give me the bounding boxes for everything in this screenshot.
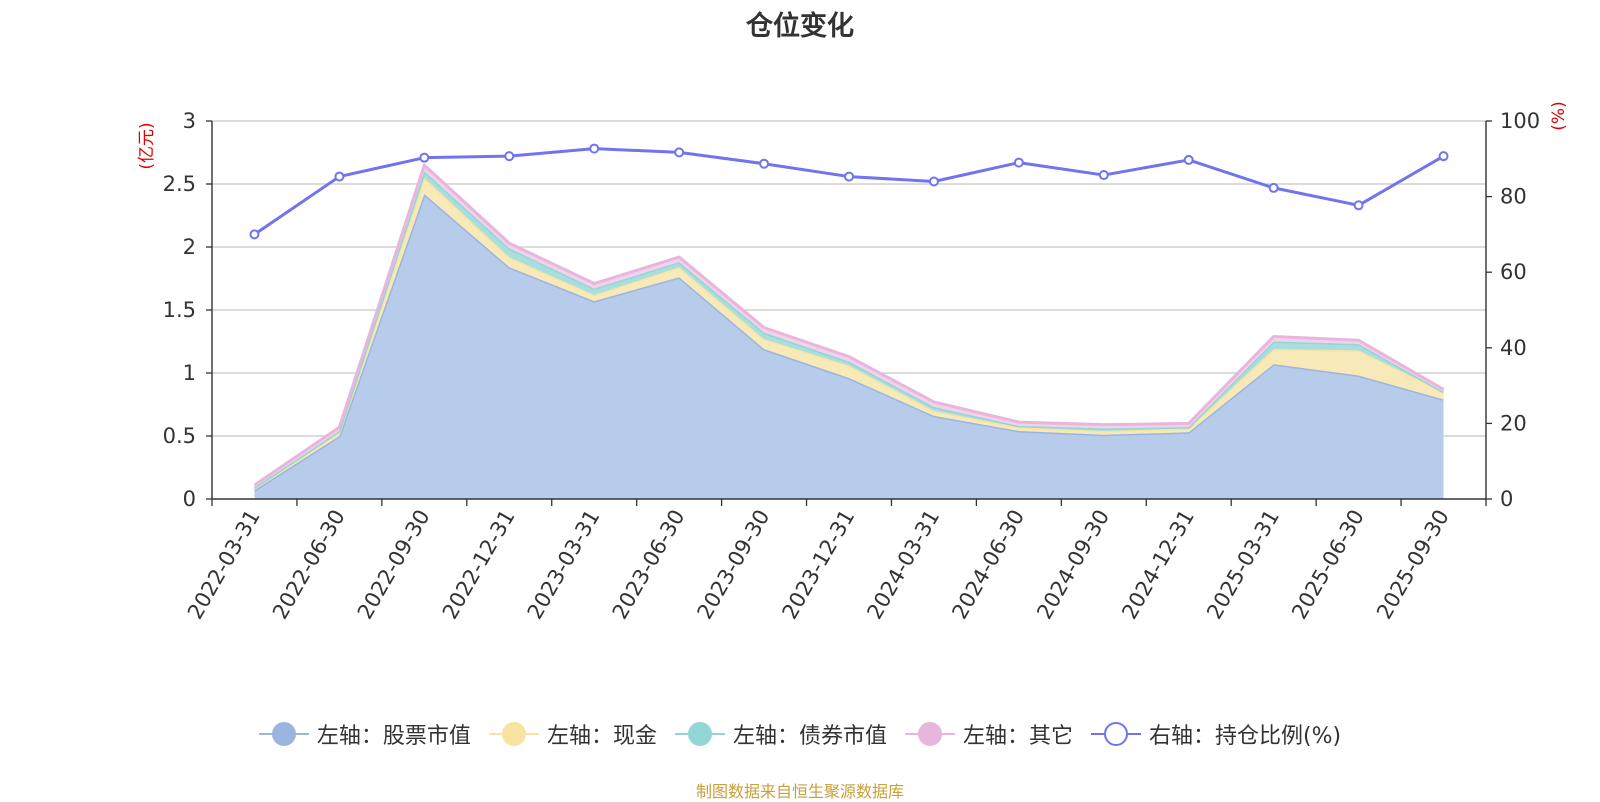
right-tick-label: 0 — [1500, 487, 1513, 511]
legend-label: 左轴：债券市值 — [732, 724, 887, 749]
x-tick-label: 2023-09-30 — [693, 506, 775, 624]
x-tick-label: 2023-06-30 — [608, 506, 690, 624]
left-tick-label: 0.5 — [163, 424, 196, 448]
legend-item[interactable]: 左轴：股票市值 — [258, 718, 471, 750]
legend: 左轴：股票市值 左轴：现金 左轴：债券市值 左轴：其它 右轴：持仓比例(%) — [0, 718, 1600, 750]
right-tick-label: 100 — [1500, 109, 1540, 133]
ratio-point — [1438, 151, 1449, 162]
right-tick-label: 60 — [1500, 260, 1527, 284]
ratio-point — [1268, 182, 1279, 193]
source-note: 制图数据来自恒生聚源数据库 — [695, 782, 904, 801]
ratio-point — [1098, 170, 1109, 181]
ratio-point — [1353, 200, 1364, 211]
x-tick-label: 2024-06-30 — [947, 506, 1029, 624]
area-band — [254, 194, 1444, 499]
ratio-point — [589, 143, 600, 154]
x-tick-label: 2024-09-30 — [1032, 506, 1114, 624]
legend-swatch — [488, 722, 539, 746]
right-tick-label: 40 — [1500, 336, 1527, 360]
x-tick-label: 2022-09-30 — [353, 506, 435, 624]
legend-swatch — [904, 722, 955, 746]
legend-item[interactable]: 左轴：现金 — [488, 718, 657, 750]
area-edge-line — [253, 163, 1445, 487]
right-tick-label: 20 — [1500, 411, 1527, 435]
legend-label: 左轴：其它 — [962, 724, 1073, 749]
left-axis-label: (亿元) — [137, 122, 157, 169]
x-tick-label: 2022-03-31 — [183, 506, 265, 624]
ratio-point — [1183, 154, 1194, 165]
ratio-point — [419, 152, 430, 163]
ratio-point — [334, 171, 345, 182]
ratio-point — [759, 158, 770, 169]
right-axis-label: (%) — [1549, 101, 1569, 130]
ratio-point — [674, 147, 685, 158]
x-tick-label: 2023-12-31 — [778, 506, 860, 624]
legend-swatch — [258, 722, 309, 746]
stacked-areas — [253, 163, 1445, 499]
legend-item[interactable]: 左轴：其它 — [904, 718, 1073, 750]
x-tick-label: 2022-12-31 — [438, 506, 520, 624]
chart-title: 仓位变化 — [746, 11, 854, 42]
right-tick-label: 80 — [1500, 185, 1527, 209]
ratio-point — [249, 229, 260, 240]
ratio-point — [504, 151, 515, 162]
ratio-point — [1013, 157, 1024, 168]
x-tick-label: 2023-03-31 — [523, 506, 605, 624]
left-tick-label: 1.5 — [163, 298, 196, 322]
left-tick-label: 3 — [183, 109, 196, 133]
legend-item[interactable]: 左轴：债券市值 — [674, 718, 887, 750]
x-tick-label: 2024-03-31 — [862, 506, 944, 624]
x-tick-label: 2022-06-30 — [268, 506, 350, 624]
legend-label: 左轴：现金 — [546, 724, 657, 749]
legend-item[interactable]: 右轴：持仓比例(%) — [1090, 718, 1342, 750]
ratio-point — [928, 176, 939, 187]
left-tick-label: 2.5 — [163, 172, 196, 196]
x-tick-label: 2025-09-30 — [1372, 506, 1454, 624]
left-tick-label: 0 — [183, 487, 196, 511]
left-tick-label: 1 — [183, 361, 196, 385]
legend-swatch — [674, 722, 725, 746]
legend-swatch — [1090, 722, 1141, 746]
x-tick-label: 2025-06-30 — [1287, 506, 1369, 624]
legend-label: 左轴：股票市值 — [316, 724, 471, 749]
legend-label: 右轴：持仓比例(%) — [1148, 724, 1342, 749]
ratio-line — [249, 143, 1449, 240]
x-tick-label: 2025-03-31 — [1202, 506, 1284, 624]
left-tick-label: 2 — [183, 235, 196, 259]
ratio-point — [844, 171, 854, 182]
x-tick-label: 2024-12-31 — [1117, 506, 1199, 624]
